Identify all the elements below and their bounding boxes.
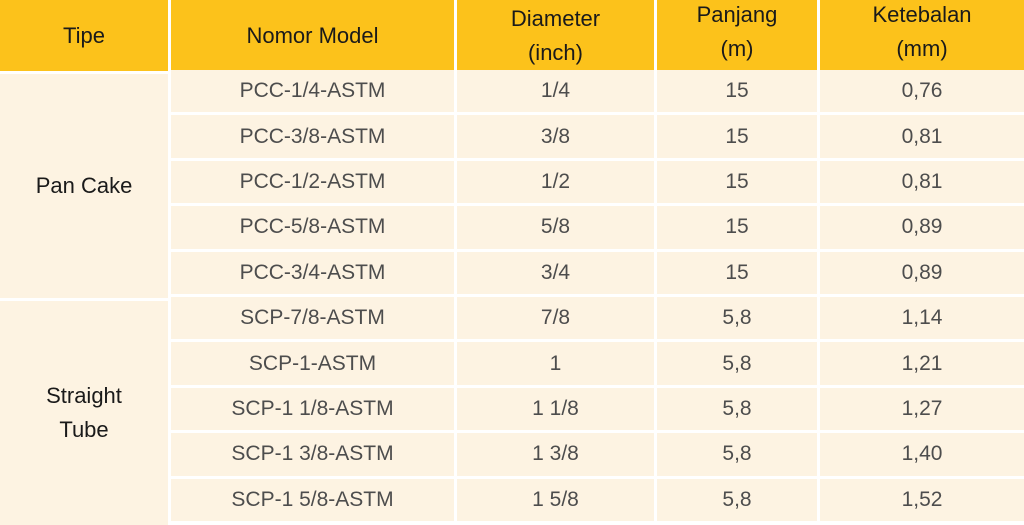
model-cell: PCC-3/8-ASTM xyxy=(171,115,457,161)
table-row: PCC-1/2-ASTM 1/2 15 0,81 xyxy=(0,160,1024,210)
table-row: PCC-3/4-ASTM 3/4 15 0,89 xyxy=(0,251,1024,301)
length-cell: 5,8 xyxy=(657,433,820,479)
model-cell: SCP-1 5/8-ASTM xyxy=(171,478,457,521)
thickness-cell: 0,89 xyxy=(820,251,1024,297)
thickness-cell: 0,76 xyxy=(820,70,1024,116)
header-diameter-unit: (inch) xyxy=(527,39,583,65)
length-cell: 15 xyxy=(657,115,820,161)
header-length-unit: (m) xyxy=(720,35,754,61)
table-row: SCP-1 1/8-ASTM 1 1/8 5,8 1,27 xyxy=(0,387,1024,437)
type-label-line-1: Straight xyxy=(46,382,122,408)
diameter-cell: 1 1/8 xyxy=(457,387,657,434)
thickness-cell: 0,81 xyxy=(820,115,1024,161)
diameter-cell: 3/4 xyxy=(457,251,657,297)
thickness-cell: 1,52 xyxy=(820,478,1024,521)
thickness-cell: 0,89 xyxy=(820,206,1024,252)
table-row: PCC-5/8-ASTM 5/8 15 0,89 xyxy=(0,206,1024,255)
table-row: SCP-1-ASTM 1 5,8 1,21 xyxy=(0,342,1024,391)
type-cell-pan-cake: Pan Cake xyxy=(0,74,171,301)
length-cell: 5,8 xyxy=(657,296,820,343)
length-cell: 5,8 xyxy=(657,478,820,521)
length-cell: 15 xyxy=(657,251,820,297)
table-header: Tipe Nomor Model Diameter (inch) Panjang… xyxy=(0,0,1024,74)
length-cell: 5,8 xyxy=(657,387,820,434)
diameter-cell: 7/8 xyxy=(457,296,657,343)
header-row: Tipe Nomor Model Diameter (inch) Panjang… xyxy=(0,0,1024,74)
model-cell: PCC-3/4-ASTM xyxy=(171,251,457,297)
header-model: Nomor Model xyxy=(171,0,457,74)
thickness-cell: 1,14 xyxy=(820,296,1024,343)
diameter-cell: 1 xyxy=(457,342,657,388)
table-row: Pan Cake PCC-1/4-ASTM 1/4 15 0,76 xyxy=(0,70,1024,301)
model-cell: SCP-1 3/8-ASTM xyxy=(171,433,457,479)
diameter-cell: 1 3/8 xyxy=(457,433,657,479)
header-type: Tipe xyxy=(0,0,171,74)
table-row: Straight Tube SCP-7/8-ASTM 7/8 5,8 1,14 xyxy=(0,296,1024,525)
header-length-label: Panjang xyxy=(696,1,778,27)
diameter-cell: 1/2 xyxy=(457,160,657,207)
length-cell: 15 xyxy=(657,70,820,116)
model-cell: SCP-7/8-ASTM xyxy=(171,296,457,343)
diameter-cell: 1 5/8 xyxy=(457,478,657,521)
length-cell: 15 xyxy=(657,206,820,252)
model-cell: PCC-5/8-ASTM xyxy=(171,206,457,252)
header-diameter: Diameter (inch) xyxy=(457,0,657,74)
thickness-cell: 1,40 xyxy=(820,433,1024,479)
thickness-cell: 0,81 xyxy=(820,160,1024,207)
table-row: SCP-1 5/8-ASTM 1 5/8 5,8 1,52 xyxy=(0,478,1024,525)
header-thickness-unit: (mm) xyxy=(896,35,948,61)
table-row: SCP-1 3/8-ASTM 1 3/8 5,8 1,40 xyxy=(0,433,1024,482)
model-cell: PCC-1/4-ASTM xyxy=(171,70,457,116)
type-cell-straight-tube: Straight Tube xyxy=(0,300,171,525)
table-row: PCC-3/8-ASTM 3/8 15 0,81 xyxy=(0,115,1024,164)
type-label-line-2: Tube xyxy=(59,416,109,442)
model-cell: PCC-1/2-ASTM xyxy=(171,160,457,207)
length-cell: 5,8 xyxy=(657,342,820,388)
thickness-cell: 1,21 xyxy=(820,342,1024,388)
length-cell: 15 xyxy=(657,160,820,207)
header-diameter-label: Diameter xyxy=(510,5,601,31)
thickness-cell: 1,27 xyxy=(820,387,1024,434)
model-cell: SCP-1-ASTM xyxy=(171,342,457,388)
diameter-cell: 1/4 xyxy=(457,70,657,116)
model-cell: SCP-1 1/8-ASTM xyxy=(171,387,457,434)
diameter-cell: 5/8 xyxy=(457,206,657,252)
table-body: Pan Cake PCC-1/4-ASTM 1/4 15 0,76 PCC-3/… xyxy=(0,70,1024,525)
diameter-cell: 3/8 xyxy=(457,115,657,161)
header-thickness-label: Ketebalan xyxy=(872,1,972,27)
header-thickness: Ketebalan (mm) xyxy=(820,0,1024,74)
header-length: Panjang (m) xyxy=(657,0,820,74)
